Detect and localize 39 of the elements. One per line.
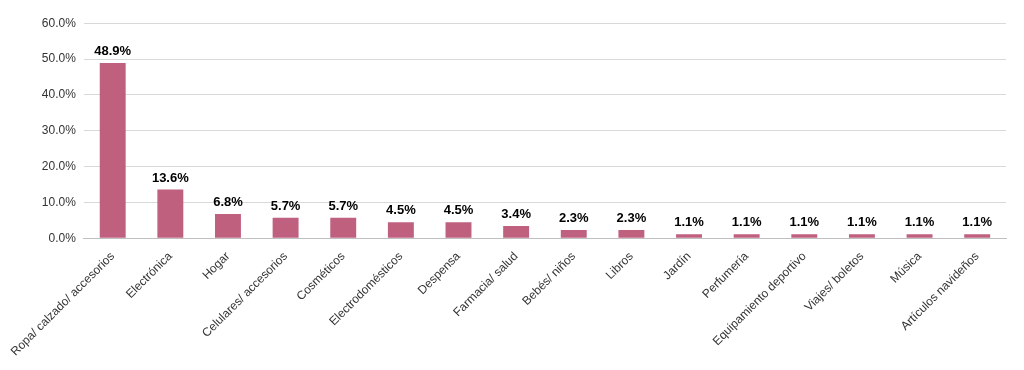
data-label: 5.7% [328,197,359,213]
data-label: 2.3% [558,210,590,226]
data-label: 1.1% [904,214,935,230]
data-label: 5.7% [270,197,301,213]
data-label: 1.1% [789,214,820,230]
bar [560,230,587,238]
bar [157,189,184,238]
data-label: 6.8% [213,194,244,209]
data-label: 4.5% [443,202,474,218]
bar [906,234,933,238]
data-label: 2.3% [616,210,647,226]
y-tick-label: 40.0% [41,87,77,102]
data-label: 4.5% [386,202,417,218]
bar [387,222,414,238]
bar [733,234,760,238]
y-tick-label: 0.0% [48,230,77,245]
bar [99,62,126,238]
y-tick-label: 60.0% [41,15,77,30]
bar [445,222,472,238]
y-tick-label: 30.0% [41,123,77,138]
data-label: 48.9% [94,43,132,59]
y-tick-label: 10.0% [41,194,77,209]
data-label: 3.4% [501,206,532,222]
bar [848,234,875,238]
bar [272,217,299,238]
data-label: 1.1% [731,214,762,230]
y-tick-label: 50.0% [41,51,77,66]
data-label: 13.6% [151,169,190,185]
bar [676,234,702,238]
data-label: 1.1% [847,214,878,230]
bar [215,213,241,238]
bar [503,226,530,238]
bar [330,217,357,238]
bar [964,234,991,238]
data-label: 1.1% [962,214,993,230]
bar [791,234,818,238]
bar [618,230,645,238]
y-tick-label: 20.0% [41,158,77,173]
data-label: 1.1% [674,214,705,230]
